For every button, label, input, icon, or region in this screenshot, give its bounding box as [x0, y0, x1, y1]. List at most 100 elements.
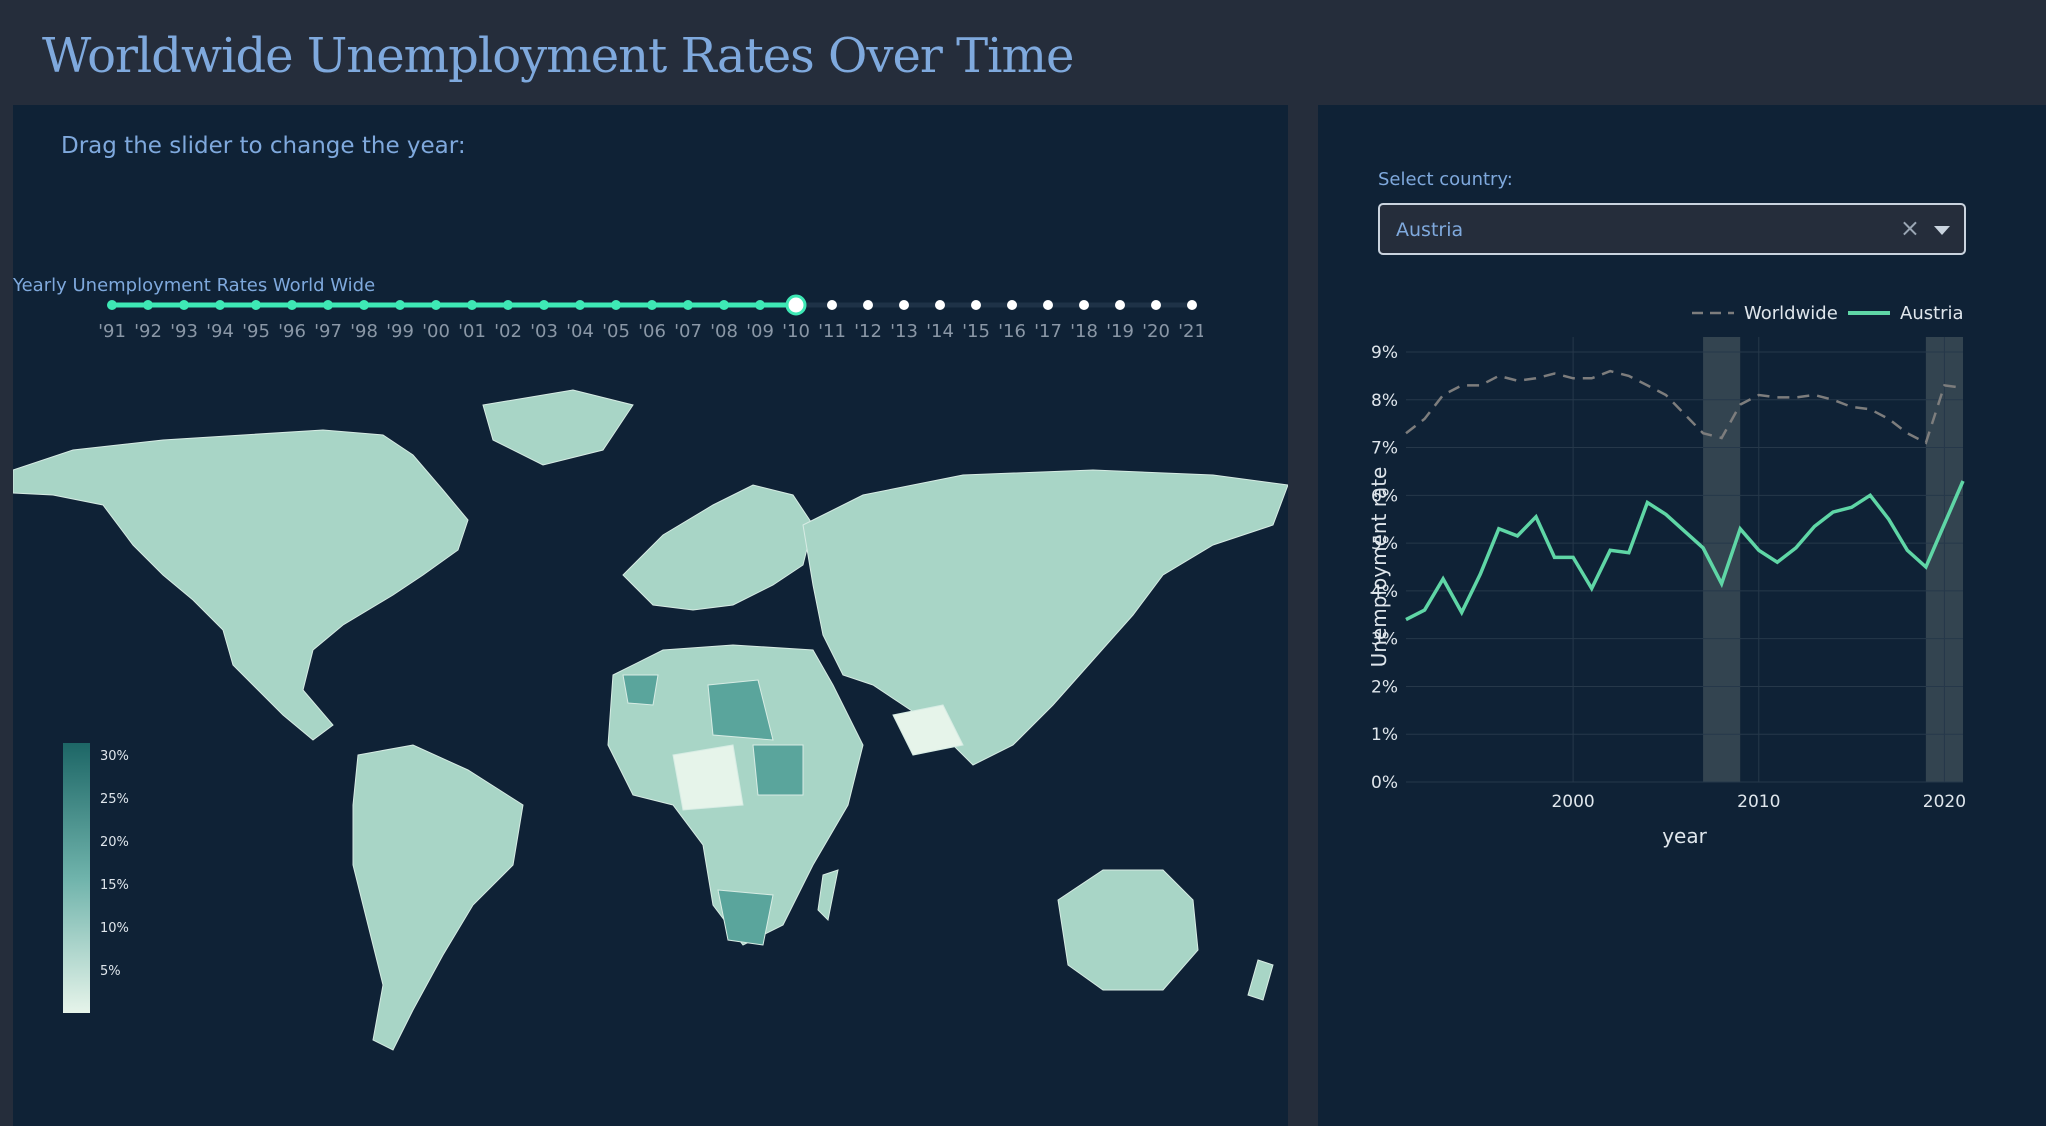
slider-dot[interactable] [1007, 300, 1017, 310]
slider-tick-label[interactable]: '13 [890, 321, 918, 342]
close-icon[interactable]: × [1899, 214, 1920, 242]
slider-tick-label[interactable]: '08 [710, 321, 738, 342]
slider-tick-label[interactable]: '19 [1106, 321, 1134, 342]
slider-dot[interactable] [1115, 300, 1125, 310]
country-select-value: Austria [1396, 219, 1464, 241]
slider-tick-label[interactable]: '21 [1178, 321, 1203, 342]
slider-dot[interactable] [323, 300, 333, 310]
slider-tick-label[interactable]: '09 [746, 321, 774, 342]
colorbar-tick-label: 5% [100, 964, 121, 979]
slider-dot[interactable] [575, 300, 585, 310]
page-title: Worldwide Unemployment Rates Over Time [42, 28, 1074, 84]
slider-tick-label[interactable]: '97 [314, 321, 342, 342]
legend-label[interactable]: Austria [1900, 303, 1964, 324]
map-region-iberia [622, 674, 659, 706]
slider-dot[interactable] [935, 300, 945, 310]
y-tick-label: 6% [1371, 486, 1398, 506]
slider-tick-label[interactable]: '95 [242, 321, 270, 342]
slider-dot[interactable] [899, 300, 909, 310]
slider-dot[interactable] [107, 300, 117, 310]
slider-tick-label[interactable]: '98 [350, 321, 378, 342]
slider-tick-label[interactable]: '18 [1070, 321, 1098, 342]
slider-tick-label[interactable]: '17 [1034, 321, 1062, 342]
map-region-sudan [752, 744, 804, 796]
slider-dot[interactable] [755, 300, 765, 310]
slider-dot[interactable] [431, 300, 441, 310]
map-panel: Drag the slider to change the year: '91 '… [13, 105, 1288, 1126]
y-tick-label: 7% [1371, 439, 1398, 459]
slider-tick-label[interactable]: '91 [98, 321, 126, 342]
slider-dot[interactable] [359, 300, 369, 310]
slider-dot[interactable] [1187, 300, 1197, 310]
slider-tick-label[interactable]: '12 [854, 321, 882, 342]
chevron-down-icon[interactable] [1934, 226, 1950, 235]
y-tick-label: 0% [1371, 773, 1398, 793]
map-region-asia [802, 469, 1288, 766]
y-tick-label: 3% [1371, 630, 1398, 650]
colorbar-tick-label: 20% [100, 835, 129, 850]
slider-dot[interactable] [971, 300, 981, 310]
slider-dot[interactable] [863, 300, 873, 310]
map-title: Yearly Unemployment Rates World Wide [13, 275, 376, 296]
map-region-africa [607, 644, 864, 946]
map-region-saharan-light [672, 744, 744, 811]
legend[interactable]: Worldwide Austria [1692, 303, 1964, 324]
slider-tick-label[interactable]: '05 [602, 321, 630, 342]
slider-tick-label[interactable]: '96 [278, 321, 306, 342]
slider-tick-label[interactable]: '11 [818, 321, 846, 342]
legend-label[interactable]: Worldwide [1744, 303, 1838, 324]
slider-tick-label[interactable]: '01 [458, 321, 486, 342]
map-region-southern-africa [717, 889, 774, 946]
slider-tick-label[interactable]: '16 [998, 321, 1026, 342]
map-region-new-zealand [1247, 959, 1274, 1001]
slider-dot[interactable] [827, 300, 837, 310]
slider-tick-label[interactable]: '14 [926, 321, 954, 342]
slider-tick-label[interactable]: '94 [206, 321, 234, 342]
slider-tick-label[interactable]: '00 [422, 321, 450, 342]
slider-dot[interactable] [251, 300, 261, 310]
x-tick-label: 2010 [1737, 792, 1780, 812]
map-region-australia [1057, 869, 1199, 991]
slider-tick-label[interactable]: '02 [494, 321, 522, 342]
slider-dot[interactable] [647, 300, 657, 310]
slider-tick-label[interactable]: '07 [674, 321, 702, 342]
slider-dot[interactable] [467, 300, 477, 310]
slider-handle[interactable] [785, 294, 807, 316]
slider-tick-label[interactable]: '20 [1142, 321, 1170, 342]
slider-tick-label[interactable]: '15 [962, 321, 990, 342]
map-region-south-america [352, 744, 524, 1051]
slider-dot[interactable] [539, 300, 549, 310]
slider-instruction: Drag the slider to change the year: [61, 133, 466, 159]
slider-dot[interactable] [143, 300, 153, 310]
country-select[interactable]: Austria × [1378, 203, 1966, 255]
slider-tick-label[interactable]: '04 [566, 321, 594, 342]
slider-dot[interactable] [503, 300, 513, 310]
slider-dot[interactable] [611, 300, 621, 310]
slider-tick-label[interactable]: '99 [386, 321, 414, 342]
y-tick-label: 4% [1371, 582, 1398, 602]
map-region-libya [707, 679, 774, 741]
y-tick-label: 8% [1371, 391, 1398, 411]
y-axis-title: Unemployment rate [1367, 467, 1391, 668]
slider-dot[interactable] [1043, 300, 1053, 310]
slider-dot[interactable] [179, 300, 189, 310]
colorbar: 30% 25% 20% 15% 10% 5% [63, 743, 129, 1013]
slider-tick-label[interactable]: '06 [638, 321, 666, 342]
y-tick-label: 1% [1371, 725, 1398, 745]
slider-dot[interactable] [1079, 300, 1089, 310]
series-line-austria [1405, 480, 1965, 622]
map-region-south-asia-light [892, 704, 964, 756]
slider-dot[interactable] [719, 300, 729, 310]
slider-tick-label[interactable]: '93 [170, 321, 198, 342]
slider-dot[interactable] [287, 300, 297, 310]
y-tick-label: 5% [1371, 534, 1398, 554]
slider-dot[interactable] [215, 300, 225, 310]
slider-tick-label[interactable]: '10 [782, 321, 810, 342]
x-tick-label: 2020 [1923, 792, 1966, 812]
slider-dot[interactable] [395, 300, 405, 310]
slider-dot[interactable] [683, 300, 693, 310]
slider-tick-label[interactable]: '92 [134, 321, 162, 342]
slider-dot[interactable] [1151, 300, 1161, 310]
year-slider[interactable]: '91 '92 '93 '94 '95 '96 '97 '98 '99 '00 '01 '02 '03 '… [98, 285, 1203, 345]
slider-tick-label[interactable]: '03 [530, 321, 558, 342]
